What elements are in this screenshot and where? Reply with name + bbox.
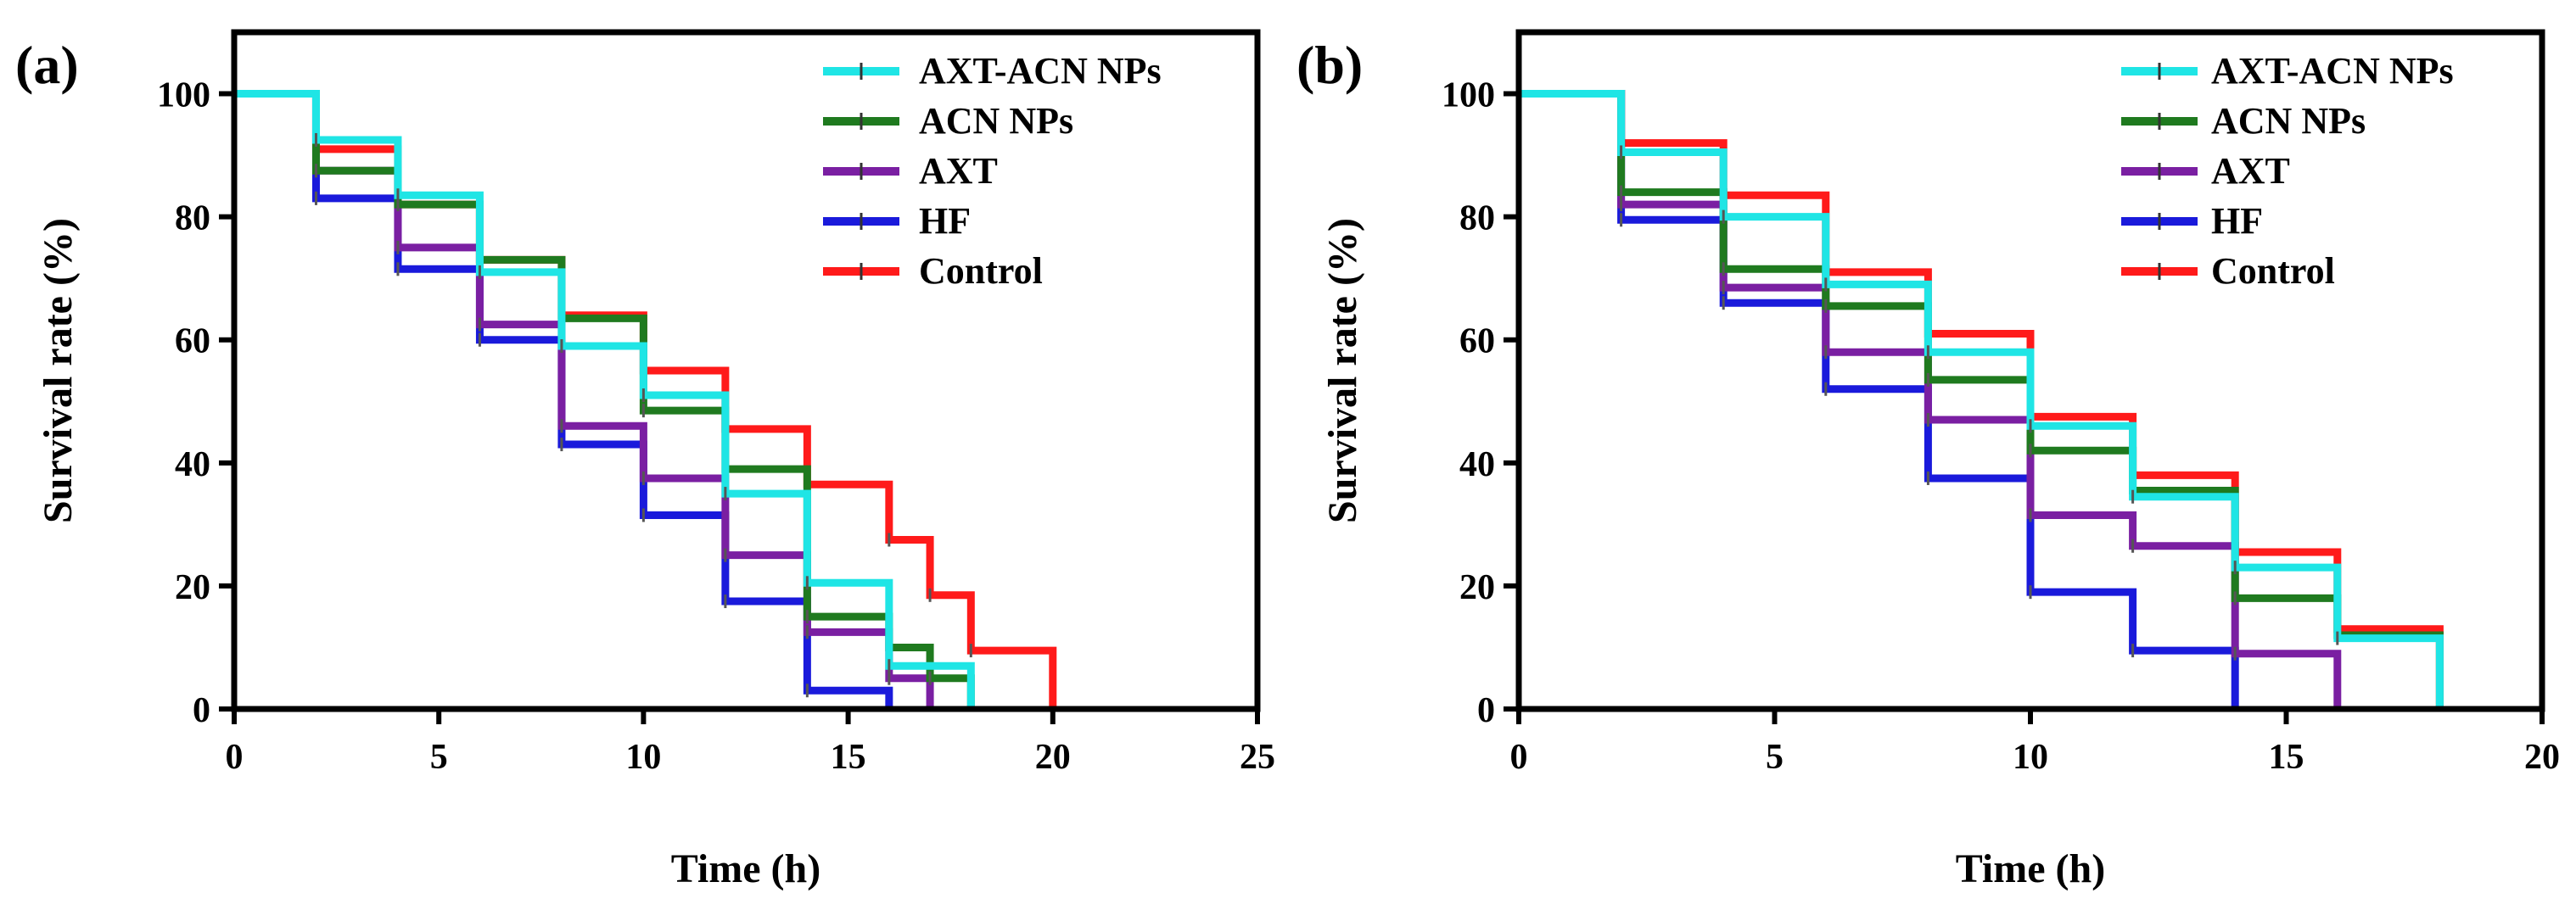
y-tick-label: 60 xyxy=(175,322,210,361)
series-line-acn-nps xyxy=(234,90,975,709)
legend-label: HF xyxy=(919,200,971,242)
x-axis-label: Time (h) xyxy=(671,846,820,891)
y-tick-label: 0 xyxy=(1477,691,1495,730)
legend-label: HF xyxy=(2211,200,2263,242)
series-line-acn-nps xyxy=(1519,90,2444,709)
x-tick-label: 5 xyxy=(1766,738,1784,777)
x-tick-label: 10 xyxy=(2013,738,2048,777)
legend-label: Control xyxy=(919,250,1043,292)
x-tick-label: 10 xyxy=(625,738,661,777)
y-tick-label: 20 xyxy=(1459,568,1495,607)
x-tick-label: 0 xyxy=(1510,738,1528,777)
x-axis-label: Time (h) xyxy=(1956,846,2105,891)
y-tick-label: 80 xyxy=(175,199,210,238)
series-line-hf xyxy=(1519,90,2239,709)
legend-label: Control xyxy=(2211,250,2335,292)
legend-label: ACN NPs xyxy=(2211,100,2366,142)
legend: AXT-ACN NPs ACN NPs AXT HF Control xyxy=(2121,50,2454,292)
y-tick-label: 40 xyxy=(175,445,210,484)
y-tick-label: 80 xyxy=(1459,199,1495,238)
series-line-axt-acn-nps xyxy=(234,90,975,709)
panel-label: (b) xyxy=(1296,35,1363,95)
legend: AXT-ACN NPs ACN NPs AXT HF Control xyxy=(823,50,1162,292)
y-tick-label: 20 xyxy=(175,568,210,607)
legend-label: AXT-ACN NPs xyxy=(2211,50,2454,92)
x-tick-label: 0 xyxy=(226,738,244,777)
x-tick-label: 25 xyxy=(1240,738,1275,777)
x-tick-label: 20 xyxy=(2524,738,2560,777)
legend-label: AXT xyxy=(919,150,998,192)
y-tick-label: 100 xyxy=(157,76,210,115)
legend-label: AXT xyxy=(2211,150,2290,192)
y-tick-label: 60 xyxy=(1459,322,1495,361)
series-line-axt-acn-nps xyxy=(1519,90,2444,709)
y-axis-label: Survival rate (%) xyxy=(1320,218,1365,523)
x-tick-label: 5 xyxy=(430,738,448,777)
y-axis-label: Survival rate (%) xyxy=(36,218,81,523)
series-line-control xyxy=(1519,90,2444,709)
panel-label: (a) xyxy=(15,35,79,95)
legend-label: ACN NPs xyxy=(919,100,1073,142)
plot-frame xyxy=(231,29,1261,712)
chart-panel-a: 0 5 10 15 20 25 0 20 40 60 80 100 Time (h) Survival r… xyxy=(15,29,1275,891)
chart-panel-b: 0 5 10 15 20 0 20 40 60 80 100 Time (h) Survival rat… xyxy=(1296,29,2560,891)
y-tick-label: 40 xyxy=(1459,445,1495,484)
x-tick-label: 15 xyxy=(2269,738,2304,777)
x-tick-label: 20 xyxy=(1035,738,1071,777)
y-tick-label: 0 xyxy=(193,691,210,730)
y-tick-label: 100 xyxy=(1442,76,1495,115)
x-tick-label: 15 xyxy=(831,738,866,777)
legend-label: AXT-ACN NPs xyxy=(919,50,1162,92)
